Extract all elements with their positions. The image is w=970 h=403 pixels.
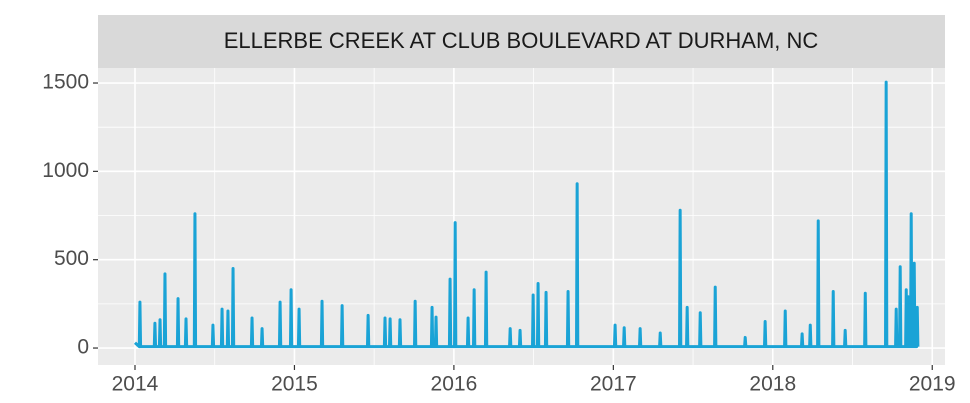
flow-line	[133, 80, 920, 349]
x-tick-label: 2015	[271, 373, 318, 396]
x-tick-label: 2016	[431, 373, 478, 396]
y-tick-label: 1000	[42, 159, 89, 182]
x-tick-label: 2019	[909, 373, 956, 396]
y-tick-label: 0	[77, 336, 89, 359]
x-tick-label: 2017	[590, 373, 637, 396]
title-strip	[98, 15, 945, 68]
x-tick-label: 2018	[749, 373, 796, 396]
plot-panel	[98, 68, 945, 365]
y-tick-label: 1500	[42, 71, 89, 94]
y-tick-label: 500	[54, 247, 89, 270]
x-tick-label: 2014	[112, 373, 159, 396]
chart-title: ELLERBE CREEK AT CLUB BOULEVARD AT DURHA…	[224, 28, 819, 53]
